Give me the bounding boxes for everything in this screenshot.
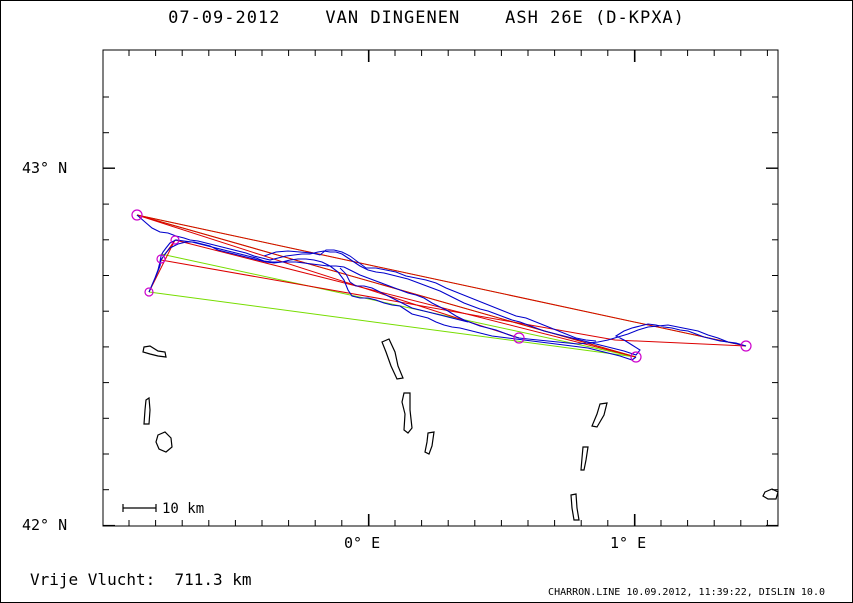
lake-outline — [401, 392, 413, 434]
turnpoints — [131, 209, 752, 363]
turnpoint-marker — [144, 287, 154, 297]
plot-border — [102, 49, 779, 527]
lake-outline — [155, 431, 173, 453]
lake-outline — [570, 493, 580, 521]
axis-ticks — [103, 50, 778, 526]
distance-label: Vrije Vlucht: — [30, 570, 156, 589]
turnpoint-marker — [740, 340, 752, 352]
lat-label-42: 42° N — [22, 516, 67, 534]
flight-track-segment — [263, 249, 597, 342]
lake-outline — [762, 488, 779, 500]
turnpoint-marker — [131, 209, 143, 221]
lake-outline — [580, 446, 589, 471]
credits: CHARRON.LINE 10.09.2012, 11:39:22, DISLI… — [548, 587, 825, 598]
lat-label-43: 43° N — [22, 159, 67, 177]
lake-outlines — [142, 338, 779, 521]
lon-label-1e: 1° E — [610, 534, 646, 552]
scale-bar-label: 10 km — [162, 501, 204, 517]
turnpoint-marker — [156, 254, 166, 264]
distance-summary: Vrije Vlucht: 711.3 km — [30, 570, 252, 589]
lake-outline — [381, 338, 404, 380]
turnpoint-marker — [630, 351, 642, 363]
flight-track-segment — [339, 267, 469, 323]
turnpoint-marker — [513, 332, 525, 344]
scale-bar: 10 km — [122, 501, 204, 517]
turnpoint-marker — [170, 235, 180, 245]
lake-outline — [142, 345, 167, 358]
lon-label-0e: 0° E — [344, 534, 380, 552]
distance-value: 711.3 km — [174, 570, 252, 589]
lake-outline — [424, 431, 435, 455]
lake-outline — [591, 402, 608, 428]
lake-outline — [143, 396, 151, 425]
flight-track — [136, 214, 747, 361]
page-title: 07-09-2012 VAN DINGENEN ASH 26E (D-KPXA) — [168, 8, 685, 28]
